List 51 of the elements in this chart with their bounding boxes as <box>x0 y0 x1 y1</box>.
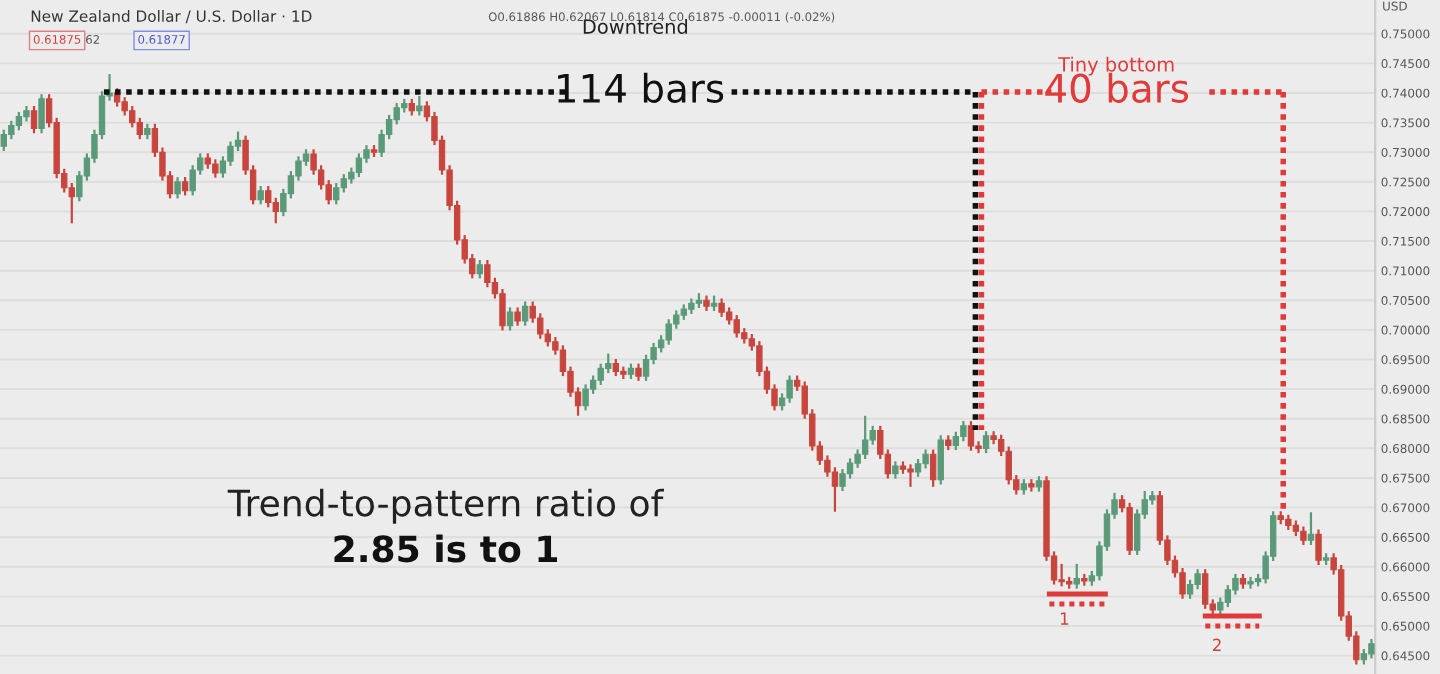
annotation: 40 bars <box>1045 72 1189 103</box>
candlestick <box>0 128 7 153</box>
candlestick <box>967 419 975 452</box>
candlestick <box>1300 525 1307 546</box>
candlestick <box>1028 478 1035 493</box>
candlestick <box>257 184 264 206</box>
candlestick <box>181 175 189 197</box>
candlestick <box>597 362 604 387</box>
candlestick <box>1368 637 1375 660</box>
candlestick <box>333 181 340 206</box>
annotation: Downtrend <box>583 18 688 34</box>
candlestick <box>733 313 740 339</box>
candlestick <box>786 374 793 404</box>
candlestick <box>960 419 967 443</box>
candlestick <box>416 94 423 117</box>
candlestick <box>30 104 38 135</box>
annotation: Tiny bottom <box>1058 56 1174 76</box>
annotation: 1 <box>1060 612 1069 625</box>
annotation: 2.85 is to 1 <box>334 534 558 563</box>
candlestick <box>1073 562 1080 590</box>
candlestick <box>355 152 363 179</box>
candlestick <box>718 297 725 318</box>
candlestick <box>665 318 672 346</box>
candlestick <box>907 463 914 488</box>
candlestick <box>174 175 181 200</box>
candlestick <box>1201 568 1209 610</box>
candlestick <box>982 430 990 455</box>
candlestick <box>922 448 929 470</box>
candlestick <box>1186 578 1194 600</box>
candlestick <box>272 196 279 225</box>
candlestick <box>476 258 484 280</box>
candlestick <box>1126 501 1133 557</box>
annotation: 2 <box>1212 638 1221 651</box>
candlestick <box>521 300 529 327</box>
candlestick <box>1247 575 1254 590</box>
annotation: 114 bars <box>558 72 724 103</box>
candlestick <box>212 158 219 179</box>
candlestick <box>340 173 347 194</box>
candlestick <box>15 110 23 132</box>
candlestick <box>514 306 521 327</box>
candlestick <box>506 306 514 332</box>
candlestick <box>937 434 944 486</box>
candlestick <box>929 448 937 488</box>
candlestick <box>861 414 869 461</box>
candlestick <box>38 93 45 135</box>
candlestick <box>1307 511 1315 546</box>
candlestick <box>1315 528 1322 567</box>
annotation: Trend-to-pattern ratio of <box>227 488 664 524</box>
candlestick <box>1194 568 1201 591</box>
candlestick <box>582 383 589 412</box>
candlestick <box>831 466 839 513</box>
